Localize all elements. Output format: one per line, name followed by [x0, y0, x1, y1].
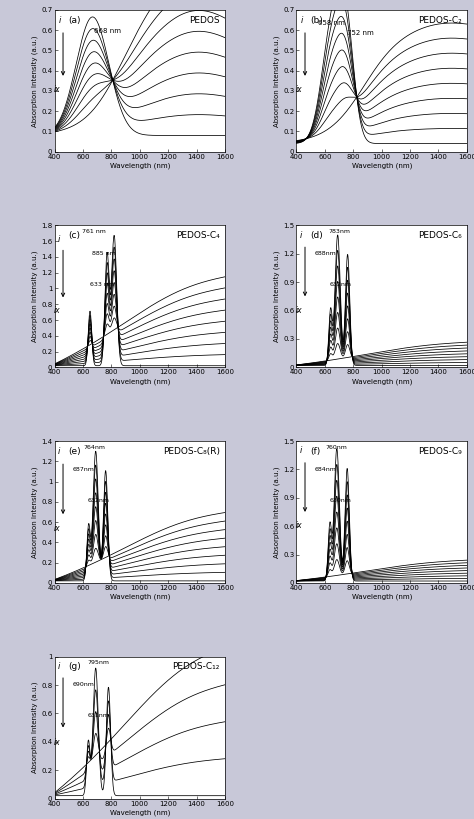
Text: 631nm: 631nm [88, 713, 109, 718]
Text: PEDOS-C₂: PEDOS-C₂ [418, 16, 462, 25]
X-axis label: Wavelength (nm): Wavelength (nm) [352, 162, 412, 169]
Text: 885 nm: 885 nm [92, 251, 116, 256]
Text: i: i [300, 231, 302, 240]
Text: PEDOS-C₈(R): PEDOS-C₈(R) [163, 446, 220, 455]
Text: 684nm: 684nm [314, 467, 336, 472]
X-axis label: Wavelength (nm): Wavelength (nm) [109, 594, 170, 600]
Text: 632nm: 632nm [88, 498, 110, 503]
Text: i: i [58, 447, 61, 456]
Text: 760nm: 760nm [325, 445, 347, 450]
Text: PEDOS-C₄: PEDOS-C₄ [176, 231, 220, 240]
Text: i: i [58, 234, 61, 243]
Text: PEDOS-C₉: PEDOS-C₉ [418, 446, 462, 455]
Y-axis label: Absorption Intensity (a.u.): Absorption Intensity (a.u.) [274, 35, 281, 126]
Text: (a): (a) [68, 16, 81, 25]
Text: i: i [300, 446, 302, 455]
Text: ix: ix [53, 524, 60, 533]
Text: ix: ix [295, 522, 302, 531]
Text: (d): (d) [310, 231, 323, 240]
Text: 783nm: 783nm [328, 229, 350, 234]
Text: 764nm: 764nm [83, 445, 106, 450]
Text: (c): (c) [68, 231, 80, 240]
Text: 658 nm: 658 nm [318, 20, 345, 25]
Text: ix: ix [53, 305, 60, 314]
X-axis label: Wavelength (nm): Wavelength (nm) [109, 378, 170, 385]
Text: ix: ix [53, 738, 60, 747]
Y-axis label: Absorption Intensity (a.u.): Absorption Intensity (a.u.) [32, 682, 38, 773]
Text: (b): (b) [310, 16, 323, 25]
Text: 668 nm: 668 nm [94, 28, 121, 34]
Y-axis label: Absorption Intensity (a.u.): Absorption Intensity (a.u.) [32, 251, 38, 342]
Text: 690nm: 690nm [73, 682, 95, 687]
X-axis label: Wavelength (nm): Wavelength (nm) [109, 809, 170, 816]
Text: 633 nm: 633 nm [90, 283, 114, 287]
Text: i: i [300, 16, 302, 25]
X-axis label: Wavelength (nm): Wavelength (nm) [109, 162, 170, 169]
X-axis label: Wavelength (nm): Wavelength (nm) [352, 378, 412, 385]
Text: ix: ix [295, 85, 302, 94]
Text: i: i [58, 16, 61, 25]
X-axis label: Wavelength (nm): Wavelength (nm) [352, 594, 412, 600]
Text: PEDOS-C₁₂: PEDOS-C₁₂ [173, 663, 220, 672]
Text: 632nm: 632nm [330, 283, 352, 287]
Text: (g): (g) [68, 663, 81, 672]
Text: 752 nm: 752 nm [347, 29, 374, 36]
Text: PEDOS-C₆: PEDOS-C₆ [418, 231, 462, 240]
Text: 688nm: 688nm [315, 251, 337, 256]
Text: 761 nm: 761 nm [82, 229, 106, 234]
Y-axis label: Absorption Intensity (a.u.): Absorption Intensity (a.u.) [32, 35, 38, 126]
Y-axis label: Absorption Intensity (a.u.): Absorption Intensity (a.u.) [274, 466, 281, 558]
Text: ix: ix [53, 85, 60, 94]
Text: (f): (f) [310, 446, 320, 455]
Text: PEDOS: PEDOS [189, 16, 220, 25]
Y-axis label: Absorption Intensity (a.u.): Absorption Intensity (a.u.) [32, 466, 38, 558]
Text: ix: ix [295, 305, 302, 314]
Text: 630nm: 630nm [329, 498, 351, 503]
Text: 795nm: 795nm [88, 660, 110, 665]
Text: i: i [58, 662, 61, 671]
Text: (e): (e) [68, 446, 81, 455]
Text: 687nm: 687nm [73, 467, 94, 472]
Y-axis label: Absorption Intensity (a.u.): Absorption Intensity (a.u.) [274, 251, 281, 342]
